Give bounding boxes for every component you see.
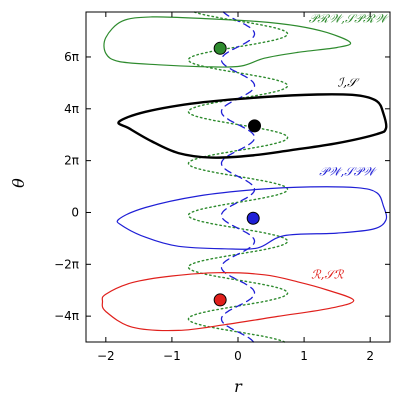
region-boundary-1: [117, 93, 388, 159]
markers-layer: [213, 41, 262, 307]
region-label-0: 𝒫ℛ𝒲,𝒮𝒫ℛ𝒲: [309, 12, 390, 26]
y-axis-label: θ: [9, 178, 28, 188]
x-tick-label: 2: [366, 349, 374, 363]
x-tick-label: −1: [163, 349, 181, 363]
y-tick-label: 0: [71, 205, 79, 219]
equilibrium-point-1: [248, 119, 262, 133]
ticks-layer: −2 −1 0 1 2 −4π −2π 0 2π 4π 6π: [54, 12, 390, 363]
region-label-2: 𝒫𝒲,𝒮𝒫𝒲: [319, 164, 378, 178]
region-labels-layer: 𝒫ℛ𝒲,𝒮𝒫ℛ𝒲 ℐ,𝒮 𝒫𝒲,𝒮𝒫𝒲 ℛ,𝒮ℛ: [309, 12, 390, 282]
y-tick-label: −4π: [54, 309, 79, 323]
region-boundary-3: [101, 272, 355, 332]
regions-layer: [101, 16, 388, 332]
equilibrium-point-3: [213, 293, 227, 307]
region-boundary-2: [116, 186, 388, 250]
x-tick-label: 1: [300, 349, 308, 363]
region-label-3: ℛ,𝒮ℛ: [311, 267, 345, 281]
equilibrium-point-2: [246, 211, 260, 225]
region-label-1: ℐ,𝒮: [338, 75, 360, 89]
y-tick-label: 2π: [64, 154, 79, 168]
equilibrium-point-0: [213, 41, 227, 55]
y-tick-label: 4π: [64, 102, 79, 116]
x-axis-label: r: [234, 377, 243, 396]
y-tick-label: −2π: [54, 257, 79, 271]
x-tick-label: −2: [97, 349, 115, 363]
x-tick-label: 0: [234, 349, 242, 363]
region-boundary-0: [103, 16, 352, 68]
dashed-curve-1: [220, 11, 256, 343]
y-tick-label: 6π: [64, 50, 79, 64]
